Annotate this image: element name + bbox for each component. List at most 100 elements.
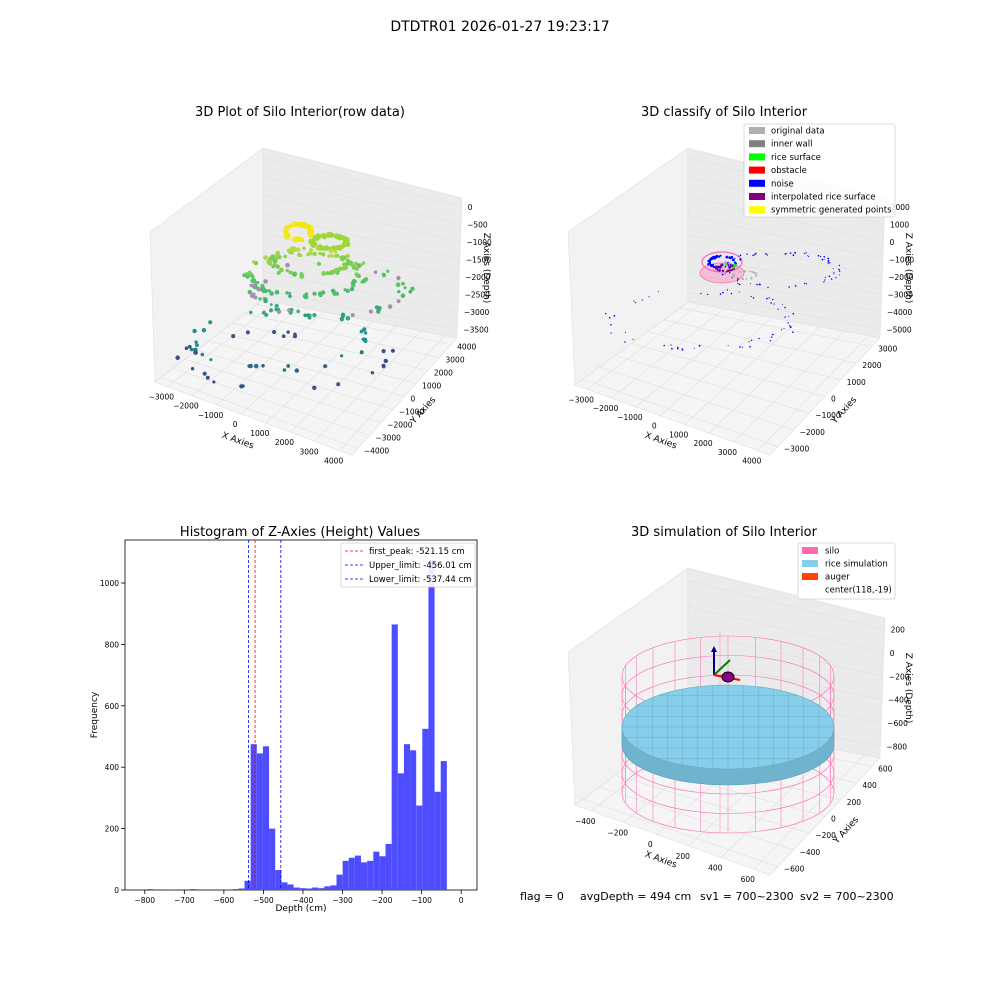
grid-line-y — [184, 358, 382, 423]
noise-point — [766, 297, 768, 300]
grid-line-y — [582, 378, 778, 447]
y-tick-label: 0 — [831, 815, 836, 824]
interp-point — [721, 269, 724, 272]
grid-line-z — [687, 215, 883, 260]
noise-point — [738, 255, 740, 257]
raw-point — [295, 247, 301, 252]
legend-swatch — [802, 573, 818, 580]
y-tick-label: 2000 — [434, 369, 453, 378]
raw-point — [252, 292, 256, 296]
histogram-bar — [168, 889, 175, 890]
raw-point — [359, 329, 364, 334]
histogram-bar — [324, 886, 331, 890]
noise-point — [707, 293, 709, 296]
simulation-plot-title: 3D simulation of Silo Interior — [631, 525, 818, 540]
orig-point — [748, 270, 751, 273]
histogram-bar — [220, 889, 227, 890]
grid-line-y — [615, 775, 810, 834]
noise-point — [787, 322, 789, 324]
y-tick-label: −3000 — [784, 445, 810, 454]
raw-point — [288, 223, 294, 229]
raw-point — [351, 279, 356, 284]
noise-point — [773, 303, 775, 305]
noise-point — [827, 261, 829, 263]
raw-point — [330, 254, 334, 258]
noise-point — [738, 291, 740, 293]
grid-line-y — [663, 319, 857, 364]
noise-point — [835, 277, 837, 279]
noise-point — [708, 262, 711, 265]
histogram-bar — [256, 753, 263, 890]
orig-point — [743, 270, 746, 273]
histogram-bar — [391, 624, 398, 890]
raw-point — [302, 246, 306, 250]
noise-point — [710, 257, 713, 260]
orig-point — [732, 275, 735, 278]
legend-label: auger — [825, 573, 850, 583]
y-tick-label: 600 — [105, 702, 120, 711]
noise-point — [750, 339, 753, 342]
noise-point — [833, 272, 835, 273]
noise-point — [693, 347, 695, 349]
raw-point — [241, 384, 245, 388]
z-tick-label: 0 — [889, 238, 894, 247]
grid-line-z — [262, 252, 459, 295]
auger-marker — [711, 646, 741, 683]
histogram-bar — [361, 862, 368, 890]
raw-point — [231, 334, 236, 339]
orig-point — [750, 276, 753, 279]
raw-point — [284, 234, 290, 240]
raw-point — [363, 331, 368, 335]
raw-point — [200, 352, 205, 357]
noise-point — [719, 267, 721, 269]
classify-z-axis-label: Z Axies (Depth) — [903, 233, 913, 304]
raw-point — [328, 232, 335, 238]
raw-point — [275, 253, 279, 258]
noise-point — [807, 255, 809, 257]
histogram-vlines — [248, 540, 282, 890]
raw-point — [269, 303, 273, 307]
figure-title: DTDTR01 2026-01-27 19:23:17 — [390, 19, 609, 35]
grid-line-z — [687, 234, 883, 278]
classify-y-ticks: −3000 −2000 −1000 0 1000 2000 3000 — [784, 344, 898, 453]
raw-point — [308, 313, 312, 318]
raw-point — [262, 310, 266, 314]
raw-point — [195, 343, 199, 347]
noise-point — [770, 302, 772, 304]
raw-point — [349, 287, 355, 292]
noise-point — [824, 276, 827, 278]
noise-point — [726, 262, 729, 264]
x-tick-label: −300 — [332, 896, 353, 905]
noise-point — [681, 348, 684, 351]
x-tick-label: −600 — [214, 896, 235, 905]
noise-point — [721, 273, 724, 276]
status-avg-depth: avgDepth = 494 cm — [580, 890, 691, 903]
x-tick-label: −100 — [411, 896, 432, 905]
status-line: flag = 0 avgDepth = 494 cm sv1 = 700~230… — [520, 890, 894, 903]
raw-point — [281, 334, 286, 339]
raw-point — [316, 246, 321, 251]
x-tick-label: −3000 — [149, 393, 175, 402]
noise-point — [700, 292, 702, 295]
interp-point — [728, 269, 731, 272]
raw-point — [269, 291, 274, 296]
noise-point — [725, 271, 728, 273]
grid-line-z — [687, 606, 884, 654]
z-tick-label: −3000 — [464, 308, 490, 317]
x-tick-label: 0 — [652, 422, 657, 431]
raw-point — [297, 222, 303, 227]
raw-point — [350, 313, 355, 318]
noise-point — [754, 254, 756, 256]
raw-point — [201, 328, 207, 333]
noise-point — [829, 262, 831, 264]
raw-point — [336, 234, 343, 241]
noise-point — [722, 291, 724, 294]
noise-point — [746, 253, 748, 255]
noise-point — [827, 262, 830, 264]
noise-point — [781, 304, 783, 306]
legend-label: silo — [825, 547, 839, 557]
noise-point — [767, 286, 769, 289]
raw-point — [373, 270, 378, 275]
raw-point — [264, 312, 269, 317]
